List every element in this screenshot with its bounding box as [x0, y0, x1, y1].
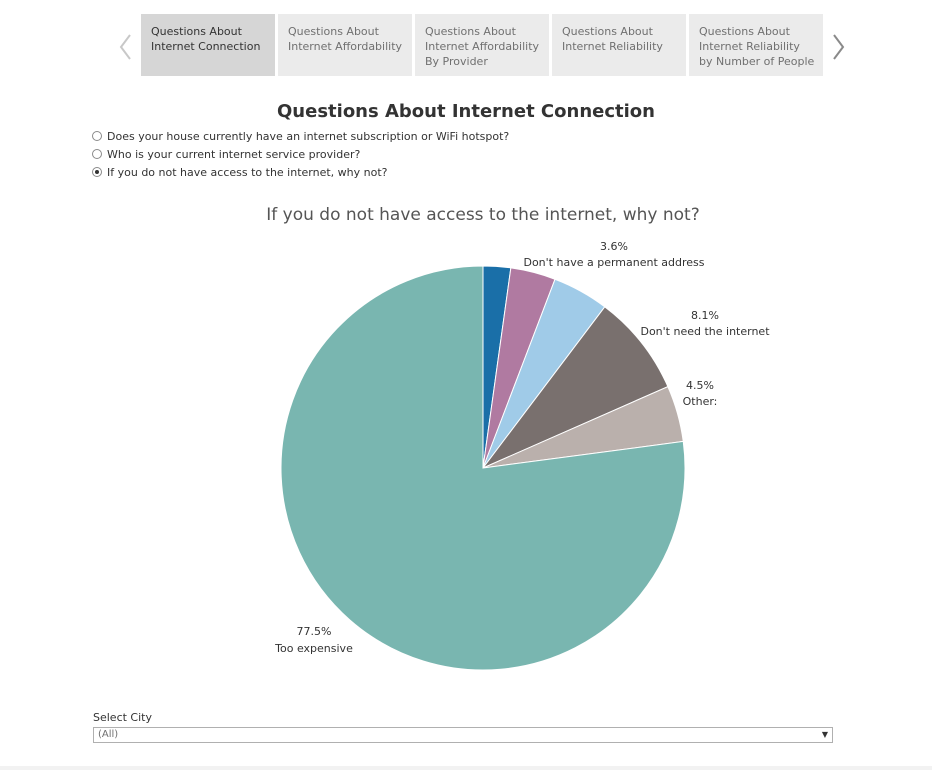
city-filter-label: Select City	[93, 711, 152, 724]
radio-unchecked-icon[interactable]	[92, 131, 102, 141]
question-option-why-not[interactable]: If you do not have access to the interne…	[92, 163, 509, 181]
question-radio-group: Does your house currently have an intern…	[92, 127, 509, 181]
slice-percent-label: 4.5%	[686, 379, 714, 392]
pie-chart: If you do not have access to the interne…	[266, 205, 770, 671]
slice-percent-label: 77.5%	[297, 625, 332, 638]
slice-name-label: Other:	[683, 395, 718, 408]
question-option-subscription[interactable]: Does your house currently have an intern…	[92, 127, 509, 145]
tab-internet-affordability[interactable]: Questions About Internet Affordability	[278, 14, 412, 76]
city-filter-value: (All)	[98, 729, 119, 740]
next-tab-arrow-icon[interactable]	[828, 30, 852, 64]
question-option-provider[interactable]: Who is your current internet service pro…	[92, 145, 509, 163]
chart-title: If you do not have access to the interne…	[266, 205, 699, 225]
tab-internet-connection[interactable]: Questions About Internet Connection	[141, 14, 275, 76]
city-filter-select[interactable]: (All) ▼	[93, 727, 833, 743]
slice-name-label: Don't have a permanent address	[523, 256, 704, 269]
tab-internet-reliability-by-people[interactable]: Questions About Internet Reliability by …	[689, 14, 823, 76]
question-tab-strip: Questions About Internet Connection Ques…	[141, 14, 826, 76]
tab-internet-reliability[interactable]: Questions About Internet Reliability	[552, 14, 686, 76]
section-title: Questions About Internet Connection	[277, 101, 655, 122]
question-option-label: Does your house currently have an intern…	[107, 129, 510, 143]
chevron-down-icon[interactable]: ▼	[821, 730, 828, 739]
previous-tab-arrow-icon[interactable]	[114, 30, 138, 64]
radio-checked-icon[interactable]	[92, 167, 102, 177]
question-option-label: Who is your current internet service pro…	[107, 147, 361, 161]
question-option-label: If you do not have access to the interne…	[107, 165, 388, 179]
bottom-divider	[0, 766, 932, 770]
tab-internet-affordability-by-provider[interactable]: Questions About Internet Affordability B…	[415, 14, 549, 76]
pie-slice[interactable]	[481, 306, 669, 470]
slice-percent-label: 8.1%	[691, 309, 719, 322]
radio-unchecked-icon[interactable]	[92, 149, 102, 159]
slice-percent-label: 3.6%	[600, 240, 628, 253]
slice-name-label: Too expensive	[274, 642, 353, 655]
slice-name-label: Don't need the internet	[640, 325, 770, 338]
pie-slice[interactable]	[280, 265, 686, 671]
